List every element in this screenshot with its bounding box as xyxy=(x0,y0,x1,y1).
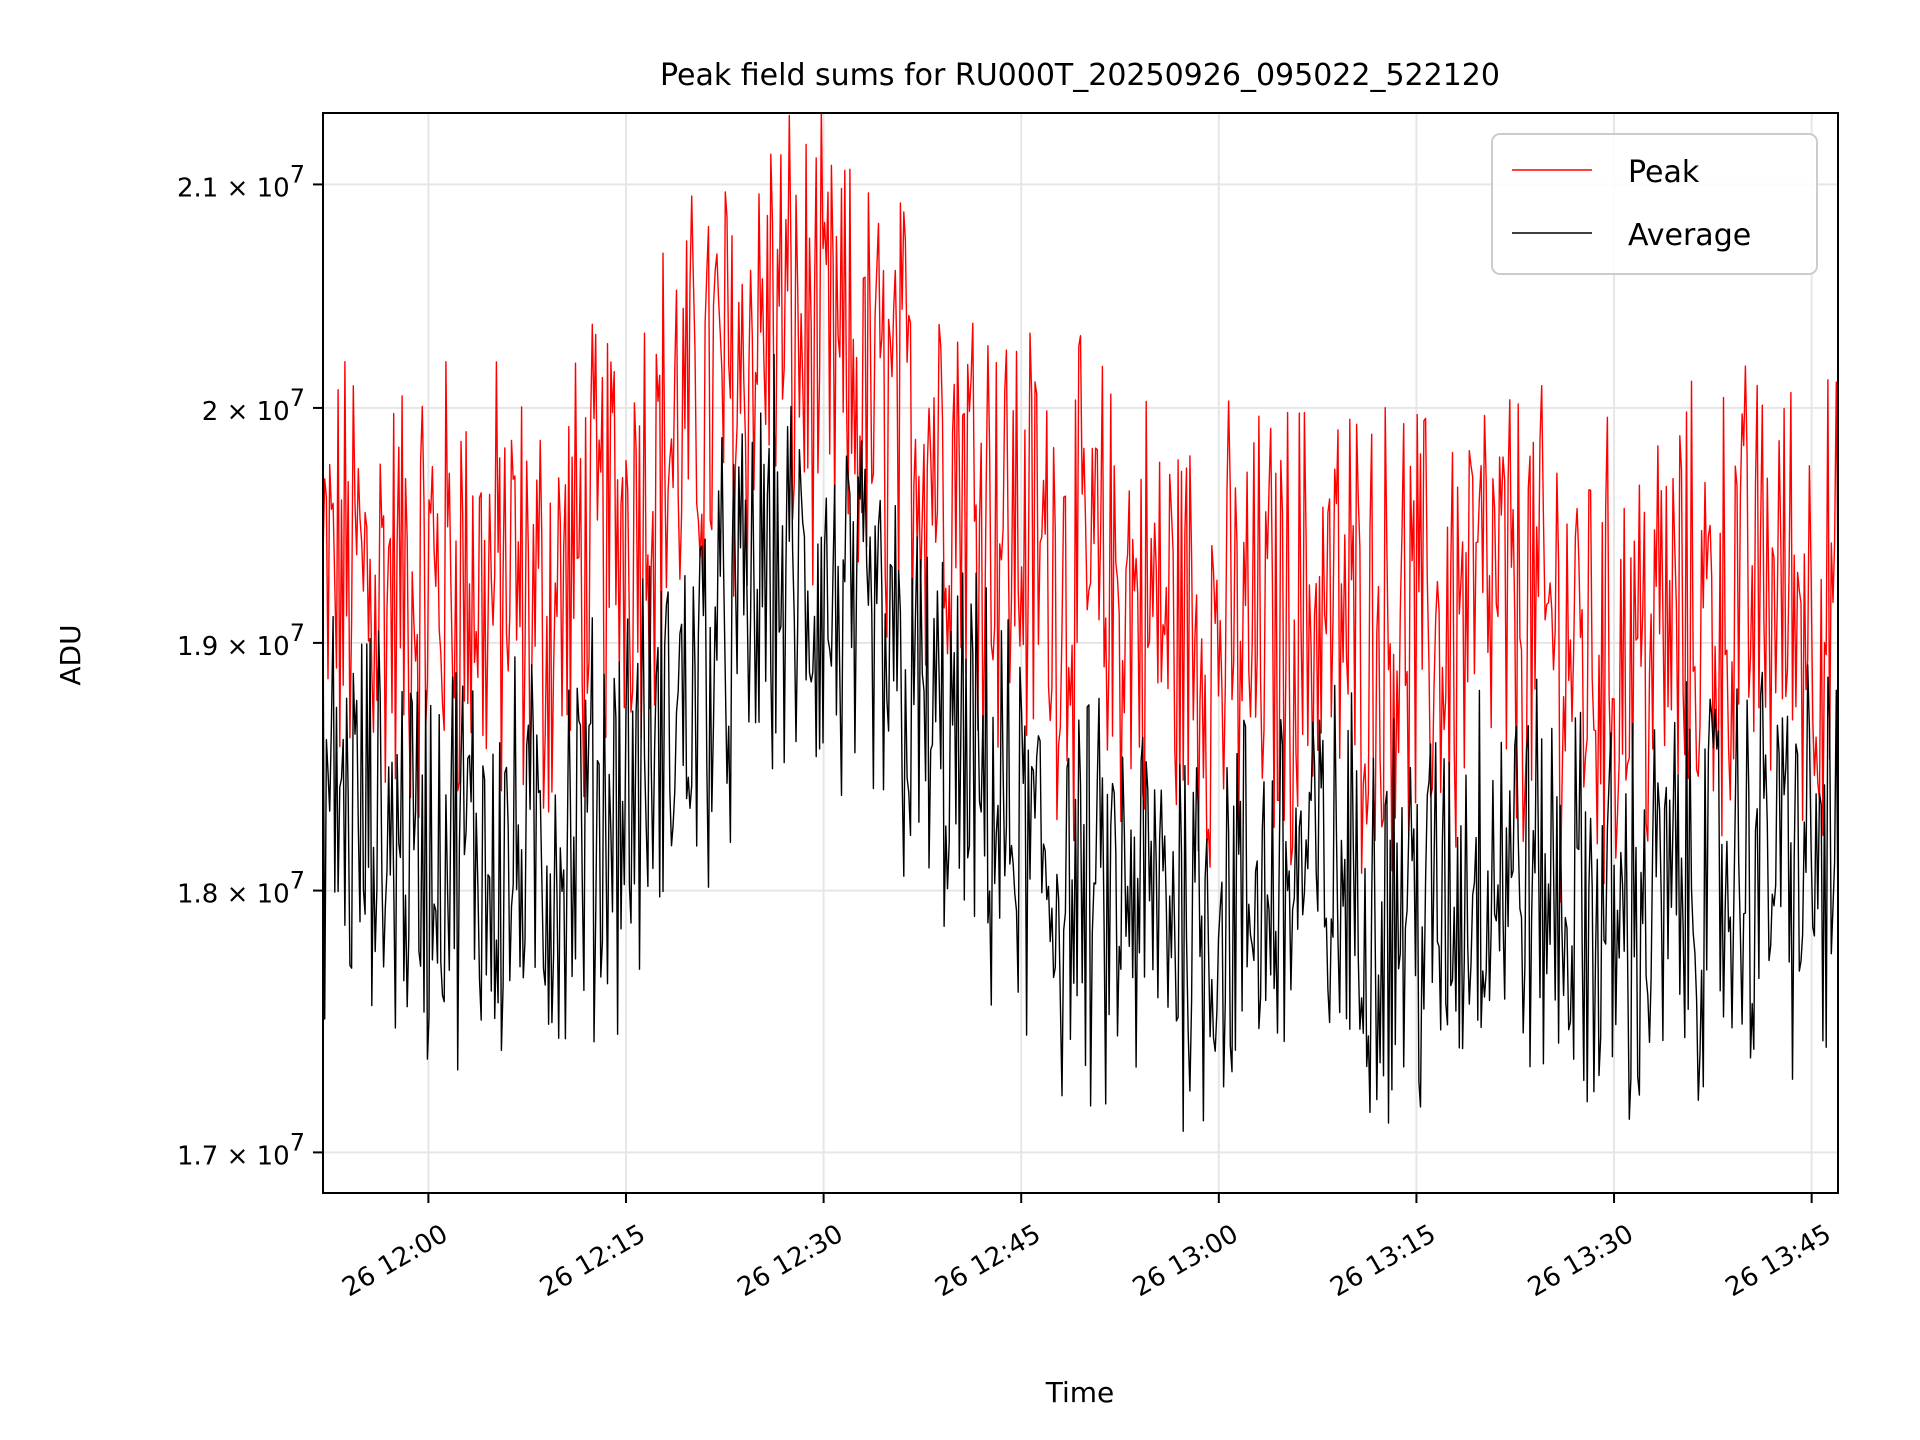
y-tick-label: 1.7 × 107 xyxy=(177,1128,305,1171)
y-tick-label: 1.8 × 107 xyxy=(177,867,305,910)
legend-label-average: Average xyxy=(1628,218,1751,253)
legend-frame xyxy=(1491,133,1818,275)
series-line-peak xyxy=(323,113,1838,903)
series-line-average xyxy=(323,353,1838,1132)
legend: Peak Average xyxy=(1491,133,1818,275)
legend-label-peak: Peak xyxy=(1628,155,1700,190)
y-axis: 1.7 × 107 1.8 × 107 1.9 × 107 2 × 107 2.1 × … xyxy=(177,160,323,1171)
chart-title: Peak field sums for RU000T_20250926_0950… xyxy=(660,58,1500,93)
series-layer xyxy=(323,113,1838,1132)
y-tick-label: 1.9 × 107 xyxy=(177,619,305,662)
y-tick-label: 2 × 107 xyxy=(202,384,305,427)
y-tick-label: 2.1 × 107 xyxy=(177,160,305,203)
plot-area xyxy=(322,112,1839,1194)
x-axis-label: Time xyxy=(1045,1376,1115,1409)
y-axis-label: ADU xyxy=(54,624,87,685)
